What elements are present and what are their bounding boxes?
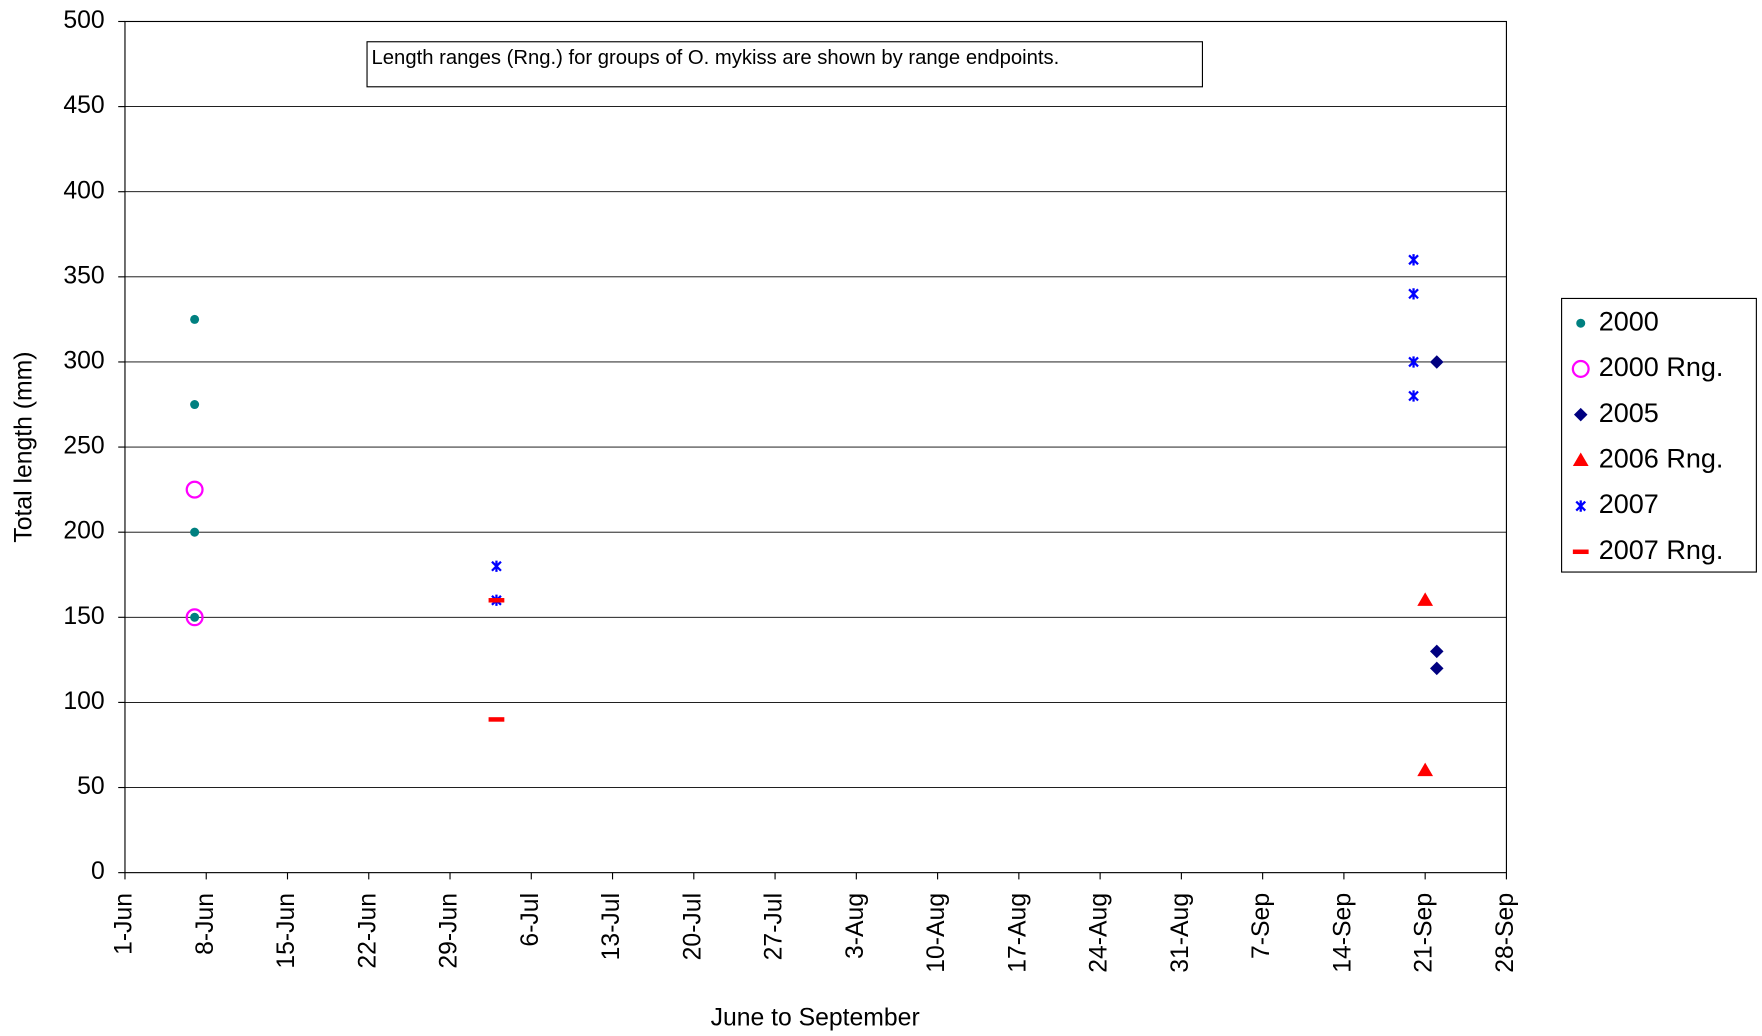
y-tick-label: 450 [63,92,104,119]
x-tick-label: 6-Jul [517,893,544,947]
y-axis-title: Total length (mm) [10,351,37,542]
x-tick-label: 29-Jun [436,893,463,969]
x-tick-label: 17-Aug [1004,893,1031,973]
y-tick-label: 400 [63,177,104,204]
x-tick-label: 20-Jul [679,893,706,960]
x-axis-title: June to September [711,1005,920,1032]
legend [1561,297,1757,573]
x-tick-label: 22-Jun [354,893,381,969]
y-tick-label: 250 [63,433,104,460]
y-tick-label: 150 [63,603,104,630]
data-point [1430,644,1444,659]
x-tick-label: 13-Jul [598,893,625,960]
data-point [1408,356,1419,368]
legend-marker [1573,407,1588,422]
legend-label: 2006 Rng. [1599,443,1724,473]
x-tick-label: 24-Aug [1086,893,1113,973]
x-tick-label: 28-Sep [1492,893,1519,973]
x-tick-label: 14-Sep [1329,893,1356,973]
annotation-box [366,41,1204,88]
x-tick-label: 27-Jul [761,893,788,960]
data-point [185,608,204,627]
x-tick-label: 8-Jun [192,893,219,955]
data-point [190,527,200,537]
legend-marker [1575,500,1587,512]
data-point [1408,390,1419,402]
legend-label: 2007 [1599,489,1659,519]
legend-marker [1571,359,1590,378]
x-tick-label: 7-Sep [1248,893,1275,959]
data-point [1408,254,1419,266]
data-point [190,400,200,410]
x-tick-label: 3-Aug [842,893,869,959]
legend-marker [1572,549,1589,555]
data-point [488,598,505,603]
y-tick-label: 200 [63,518,104,545]
data-point [1430,661,1444,676]
x-tick-label: 21-Sep [1411,893,1438,973]
legend-label: 2007 Rng. [1599,535,1724,565]
legend-marker [1572,452,1589,466]
data-point [185,480,204,499]
legend-label: 2005 [1599,398,1659,428]
x-tick-label: 1-Jun [111,893,138,955]
annotation: Length ranges (Rng.) for groups of O. my… [372,47,1060,69]
x-tick-label: 10-Aug [923,893,950,973]
legend-label: 2000 Rng. [1599,352,1724,382]
legend-label: 2000 [1599,306,1659,336]
data-point [1417,592,1434,606]
data-point [488,717,505,722]
y-tick-label: 500 [63,7,104,34]
data-point [190,612,200,622]
data-point [190,314,200,324]
y-tick-label: 0 [91,858,105,885]
data-point [491,560,502,572]
data-point [1408,288,1419,300]
y-tick-label: 100 [63,688,104,715]
y-tick-label: 50 [77,773,105,800]
y-tick-label: 300 [63,348,104,375]
data-point [1417,762,1434,777]
x-tick-label: 31-Aug [1167,893,1194,973]
legend-marker [1576,318,1586,328]
x-tick-label: 15-Jun [273,893,300,969]
y-tick-label: 350 [63,262,104,289]
